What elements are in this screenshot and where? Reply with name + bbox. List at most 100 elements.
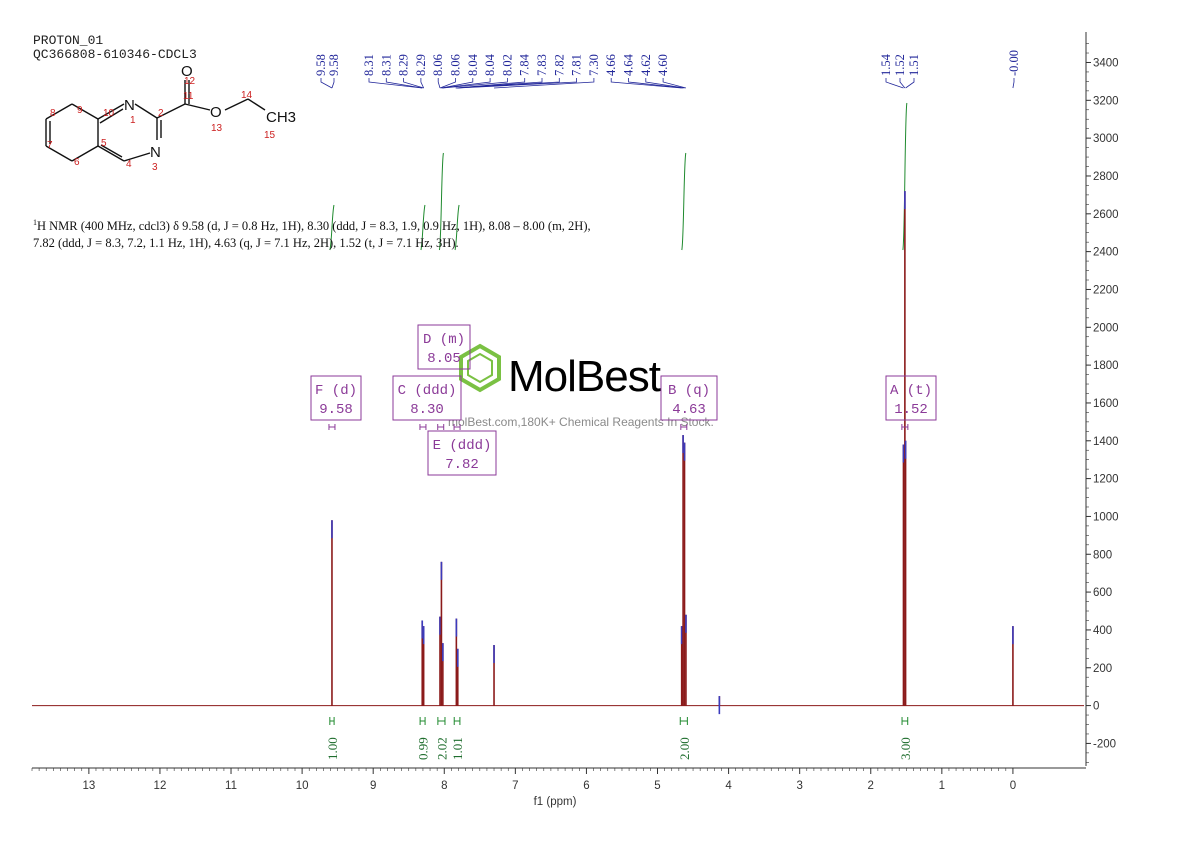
- peak-label-aromatic: 7.82: [552, 54, 566, 76]
- peak-label-9-58-line: [320, 78, 333, 89]
- y-tick-label: 1800: [1093, 360, 1119, 372]
- multiplet-box-f: [310, 375, 362, 421]
- peak-label-aromatic: 7.30: [587, 54, 601, 76]
- multiplet-shift-d: 8.05: [427, 351, 461, 367]
- peak-label-aromatic: 4.66: [604, 54, 618, 76]
- peak-label-aromatic: 8.31: [362, 54, 376, 76]
- integral-curve-a: [902, 102, 908, 251]
- peak-labels: 9.58 9.58 8.31 8.31 8.29 8.29 8.06 8.06 8.04 8.04…: [314, 50, 1021, 89]
- x-tick-label: 4: [725, 780, 732, 792]
- peak-label-1-52: 1.51: [907, 54, 921, 76]
- peak-label-aromatic-line: [662, 78, 687, 89]
- atom-number-3: 3: [152, 162, 158, 173]
- integral-value: 2.00: [677, 737, 692, 760]
- peak-label-0: -0.00: [1007, 50, 1021, 76]
- y-tick-label: 2200: [1093, 284, 1119, 296]
- description-text: H NMR (400 MHz, cdcl3) δ 9.58 (d, J = 0.…: [33, 219, 591, 251]
- x-tick-label: 9: [370, 780, 376, 792]
- x-tick-label: 7: [512, 780, 518, 792]
- peak-label-aromatic: 8.04: [466, 53, 480, 76]
- atom-number-5: 5: [101, 138, 107, 149]
- peak-label-aromatic: 8.31: [379, 54, 393, 76]
- watermark: MolBest molBest.com,180K+ Chemical Reage…: [448, 343, 714, 429]
- atom-number-8: 8: [50, 108, 56, 119]
- y-tick-label: 200: [1093, 663, 1112, 675]
- atom-number-2: 2: [158, 108, 164, 119]
- peak-label-aromatic-line: [610, 78, 682, 89]
- peak-label-aromatic-line: [403, 78, 424, 89]
- peak-label-aromatic-line: [645, 78, 685, 89]
- y-tick-label: 1600: [1093, 398, 1119, 410]
- integral-curve-e: [454, 204, 460, 251]
- nmr-description: 1H NMR (400 MHz, cdcl3) δ 9.58 (d, J = 0…: [33, 214, 593, 252]
- peak-label-aromatic: 7.83: [535, 54, 549, 76]
- molbest-logo-icon: [459, 343, 501, 393]
- y-tick-label: 2600: [1093, 209, 1119, 221]
- peak-label-aromatic-line: [441, 78, 474, 89]
- multiplet-type-f: F (d): [315, 383, 357, 399]
- peak-label-1-52-line: [905, 78, 915, 89]
- peak-label-aromatic: 4.64: [622, 53, 636, 76]
- multiplet-shift-e: 7.82: [445, 457, 479, 473]
- y-tick-label: 1000: [1093, 511, 1119, 523]
- peak-label-aromatic-line: [420, 78, 425, 89]
- sample-id: QC366808-610346-CDCL3: [33, 47, 197, 62]
- peak-label-aromatic: 8.29: [414, 54, 428, 76]
- multiplet-shift-b: 4.63: [672, 402, 706, 418]
- x-tick-label: 1: [939, 780, 945, 792]
- multiplet-shift-a: 1.52: [894, 402, 928, 418]
- atom-o12: O: [181, 63, 193, 80]
- atom-number-15: 15: [264, 130, 276, 141]
- atom-number-14: 14: [241, 90, 253, 101]
- experiment-name: PROTON_01: [33, 33, 103, 48]
- x-tick-label: 5: [654, 780, 660, 792]
- peak-label-aromatic-line: [439, 78, 456, 89]
- x-tick-label: 13: [82, 780, 95, 792]
- integral-curve-c: [420, 204, 426, 251]
- y-tick-label: 2400: [1093, 247, 1119, 259]
- y-tick-label: 1400: [1093, 436, 1119, 448]
- x-tick-label: 0: [1010, 780, 1016, 792]
- peak-label-aromatic-line: [385, 78, 423, 89]
- peak-label-aromatic-line: [457, 78, 577, 89]
- nucleus-superscript: 1: [33, 218, 37, 227]
- spectrum-trace: [32, 191, 1084, 715]
- peak-label-aromatic-line: [368, 78, 423, 89]
- integral-curve-d: [438, 152, 444, 251]
- peak-label-aromatic-line: [442, 78, 508, 89]
- y-tick-label: -200: [1093, 738, 1116, 750]
- y-tick-label: 0: [1093, 701, 1099, 713]
- y-tick-label: 3000: [1093, 133, 1119, 145]
- multiplet-type-d: D (m): [423, 332, 465, 348]
- x-tick-label: 8: [441, 780, 447, 792]
- peak-label-aromatic: 8.29: [397, 54, 411, 76]
- peak-label-aromatic: 4.60: [656, 54, 670, 76]
- integral-value: 1.01: [450, 737, 465, 760]
- peak-label-aromatic-line: [455, 78, 526, 89]
- x-tick-label: 3: [796, 780, 802, 792]
- peak-label-aromatic-line: [441, 78, 491, 89]
- atom-number-7: 7: [47, 140, 53, 151]
- watermark-brand: MolBest: [508, 352, 661, 401]
- chart-axes: 13 12 11 10 9 8 7 6 5 4 3 2 1 0-200020040060080010001…: [31, 32, 1119, 792]
- atom-ch3: CH3: [266, 109, 296, 126]
- atom-number-12: 12: [184, 76, 196, 87]
- integral-curve-b: [681, 152, 687, 251]
- peak-label-1-52-line: [885, 78, 904, 89]
- atom-o13: O: [210, 104, 222, 121]
- multiplet-type-a: A (t): [890, 383, 932, 399]
- multiplet-box-c: [392, 375, 462, 421]
- peak-label-1-52: 1.54: [879, 53, 893, 76]
- integrals: 1.00 0.99 2.02 1.01 2.00 3.00: [325, 717, 913, 760]
- peak-label-9-58: 9.58: [327, 54, 341, 76]
- integral-curves: [329, 102, 908, 251]
- atom-n3: N: [150, 144, 161, 161]
- atom-number-4: 4: [126, 159, 132, 170]
- x-tick-label: 12: [154, 780, 167, 792]
- molecule-structure: [45, 80, 266, 162]
- peak-label-1-52-line: [899, 78, 906, 89]
- multiplet-box-b: [660, 375, 718, 421]
- atom-number-9: 9: [77, 105, 83, 116]
